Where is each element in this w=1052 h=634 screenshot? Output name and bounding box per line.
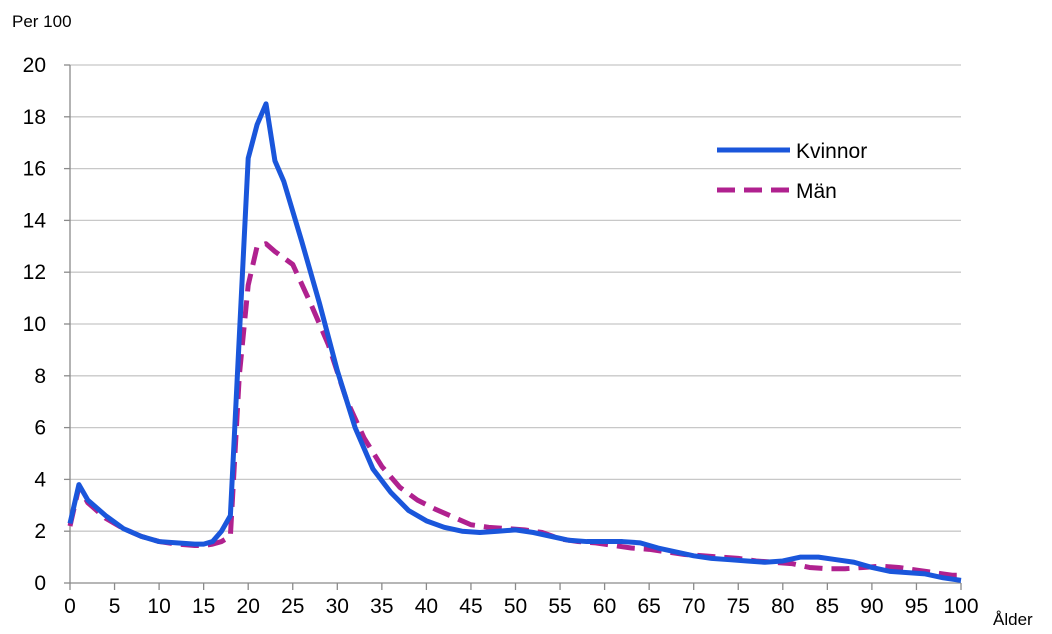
- series-line-kvinnor: [67, 101, 962, 583]
- x-tick-label: 75: [727, 595, 750, 618]
- y-tick-label: 20: [23, 54, 46, 77]
- x-tick-label: 0: [64, 595, 76, 618]
- legend-label: Män: [796, 180, 837, 203]
- y-tick-label: 4: [34, 468, 46, 491]
- series-lines: [67, 101, 962, 583]
- x-tick-label: 95: [905, 595, 928, 618]
- x-tick-label: 45: [459, 595, 482, 618]
- x-tick-label: 60: [593, 595, 616, 618]
- y-tick-label: 8: [34, 365, 46, 388]
- y-tick-label: 6: [34, 417, 46, 440]
- x-tick-label: 55: [548, 595, 571, 618]
- x-tick-label: 10: [147, 595, 170, 618]
- x-tick-label: 35: [370, 595, 393, 618]
- y-tick-label: 16: [23, 158, 46, 181]
- x-tick-label: 85: [816, 595, 839, 618]
- x-tick-label: 90: [860, 595, 883, 618]
- legend-label: Kvinnor: [796, 140, 867, 163]
- x-axis-label: Ålder: [993, 610, 1033, 629]
- x-tick-label: 80: [771, 595, 794, 618]
- tick-labels: 0 2 4 6 8 10 12 14 16 18 20 0 5 10 15 20 25 30 35 40 45 50 55 6…: [23, 54, 979, 618]
- series-line-man: [67, 241, 961, 578]
- y-tick-label: 0: [34, 572, 46, 595]
- legend: Kvinnor Män: [717, 140, 867, 203]
- y-tick-label: 14: [23, 209, 47, 232]
- y-tick-label: 18: [23, 106, 46, 129]
- grid-lines: [70, 64, 961, 532]
- x-tick-label: 70: [682, 595, 705, 618]
- x-tick-label: 100: [943, 595, 978, 618]
- axes: [64, 64, 962, 590]
- x-tick-label: 65: [637, 595, 660, 618]
- x-tick-label: 40: [415, 595, 438, 618]
- y-axis-label: Per 100: [12, 12, 72, 31]
- x-tick-label: 20: [237, 595, 260, 618]
- x-tick-label: 15: [192, 595, 215, 618]
- y-tick-label: 2: [34, 520, 46, 543]
- x-tick-label: 5: [109, 595, 121, 618]
- x-tick-label: 50: [504, 595, 527, 618]
- x-tick-label: 25: [281, 595, 304, 618]
- x-tick-label: 30: [326, 595, 349, 618]
- y-tick-label: 12: [23, 261, 46, 284]
- y-tick-label: 10: [23, 313, 46, 336]
